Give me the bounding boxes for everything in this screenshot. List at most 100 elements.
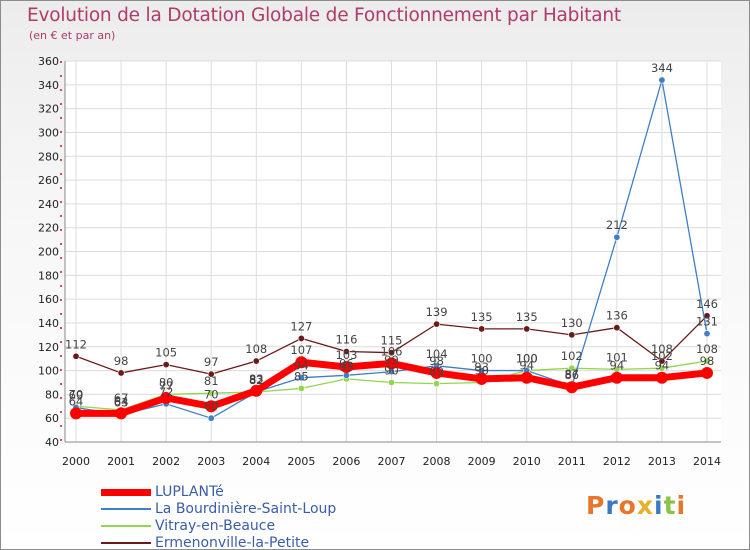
y-tick-label: 340 bbox=[38, 79, 59, 92]
legend-swatch bbox=[101, 525, 151, 527]
legend-label: LUPLANTé bbox=[155, 484, 224, 500]
data-point bbox=[205, 400, 218, 413]
data-label: 94 bbox=[519, 359, 534, 373]
data-label: 127 bbox=[290, 319, 312, 333]
y-tick-label: 100 bbox=[38, 365, 59, 378]
data-point bbox=[115, 407, 128, 420]
data-label: 85 bbox=[294, 369, 309, 383]
data-point bbox=[297, 374, 305, 382]
data-label: 70 bbox=[204, 387, 219, 401]
y-tick-label: 300 bbox=[38, 126, 59, 139]
logo-letter: i bbox=[676, 491, 687, 520]
data-label: 90 bbox=[474, 363, 489, 377]
data-label: 136 bbox=[606, 309, 628, 323]
legend-swatch bbox=[101, 508, 151, 510]
proxiti-logo: Proxiti bbox=[586, 491, 686, 520]
data-label: 106 bbox=[381, 344, 403, 358]
y-tick-label: 80 bbox=[45, 388, 59, 401]
data-point bbox=[613, 233, 621, 241]
data-point bbox=[655, 371, 668, 384]
data-point bbox=[295, 356, 308, 369]
data-label: 131 bbox=[696, 315, 718, 329]
legend-swatch bbox=[101, 542, 151, 544]
data-point bbox=[70, 407, 82, 420]
y-tick-label: 280 bbox=[38, 150, 59, 163]
data-label: 103 bbox=[335, 348, 357, 362]
data-point bbox=[117, 369, 125, 377]
data-point bbox=[475, 372, 488, 385]
x-tick-label: 2004 bbox=[242, 455, 270, 468]
y-tick-label: 320 bbox=[38, 103, 59, 116]
data-label: 97 bbox=[204, 355, 219, 369]
x-tick-label: 2002 bbox=[152, 455, 180, 468]
data-label: 112 bbox=[65, 337, 87, 351]
data-label: 139 bbox=[426, 305, 448, 319]
y-tick-label: 200 bbox=[38, 246, 59, 259]
data-label: 102 bbox=[561, 349, 583, 363]
data-label: 63 bbox=[114, 396, 129, 410]
data-label: 94 bbox=[655, 359, 670, 373]
data-point bbox=[433, 320, 441, 328]
data-label: 94 bbox=[294, 359, 309, 373]
legend-label: Vitray-en-Beauce bbox=[155, 518, 276, 534]
data-label: 93 bbox=[339, 360, 354, 374]
data-label: 98 bbox=[429, 354, 444, 368]
x-tick-label: 2001 bbox=[107, 455, 135, 468]
data-label: 108 bbox=[651, 342, 673, 356]
data-label: 212 bbox=[606, 218, 628, 232]
x-tick-label: 2000 bbox=[62, 455, 90, 468]
legend-label: La Bourdinière-Saint-Loup bbox=[155, 501, 337, 517]
data-label: 100 bbox=[516, 352, 538, 366]
data-label: 115 bbox=[381, 334, 403, 348]
data-point bbox=[701, 366, 713, 379]
legend-label: Ermenonville-la-Petite bbox=[155, 535, 310, 550]
data-label: 101 bbox=[606, 350, 628, 364]
x-tick-label: 2011 bbox=[558, 455, 586, 468]
data-label: 86 bbox=[564, 368, 579, 382]
data-label: 96 bbox=[339, 356, 354, 370]
x-tick-label: 2010 bbox=[513, 455, 541, 468]
data-label: 104 bbox=[426, 347, 448, 361]
data-label: 90 bbox=[384, 363, 399, 377]
logo-letter: o bbox=[618, 491, 637, 520]
data-point bbox=[340, 360, 353, 373]
data-label: 98 bbox=[700, 354, 715, 368]
x-tick-label: 2008 bbox=[423, 455, 451, 468]
y-tick-label: 60 bbox=[45, 412, 59, 425]
data-point bbox=[385, 357, 398, 370]
data-point bbox=[658, 357, 666, 365]
data-label: 108 bbox=[245, 342, 267, 356]
x-tick-label: 2006 bbox=[332, 455, 360, 468]
data-label: 108 bbox=[696, 342, 718, 356]
data-label: 64 bbox=[114, 394, 129, 408]
data-point bbox=[297, 384, 305, 392]
data-label: 98 bbox=[114, 354, 129, 368]
logo-letter: P bbox=[586, 491, 606, 520]
y-tick-label: 140 bbox=[38, 317, 59, 330]
x-tick-label: 2012 bbox=[603, 455, 631, 468]
data-point bbox=[565, 381, 578, 394]
data-point bbox=[610, 371, 623, 384]
logo-letter: r bbox=[605, 491, 619, 520]
data-point bbox=[207, 370, 215, 378]
logo-letter: t bbox=[663, 491, 677, 520]
data-label: 344 bbox=[651, 61, 673, 75]
data-label: 70 bbox=[69, 387, 84, 401]
data-label: 100 bbox=[471, 352, 493, 366]
y-tick-label: 260 bbox=[38, 174, 59, 187]
data-label: 64 bbox=[69, 394, 84, 408]
data-label: 107 bbox=[290, 343, 312, 357]
data-label: 87 bbox=[564, 367, 579, 381]
y-tick-label: 220 bbox=[38, 222, 59, 235]
y-tick-label: 120 bbox=[38, 341, 59, 354]
data-point bbox=[207, 414, 215, 422]
data-point bbox=[613, 324, 621, 332]
data-label: 100 bbox=[516, 352, 538, 366]
data-label: 89 bbox=[429, 365, 444, 379]
x-tick-label: 2013 bbox=[648, 455, 676, 468]
data-point bbox=[342, 348, 350, 356]
data-point bbox=[658, 364, 666, 372]
data-label: 94 bbox=[610, 359, 625, 373]
